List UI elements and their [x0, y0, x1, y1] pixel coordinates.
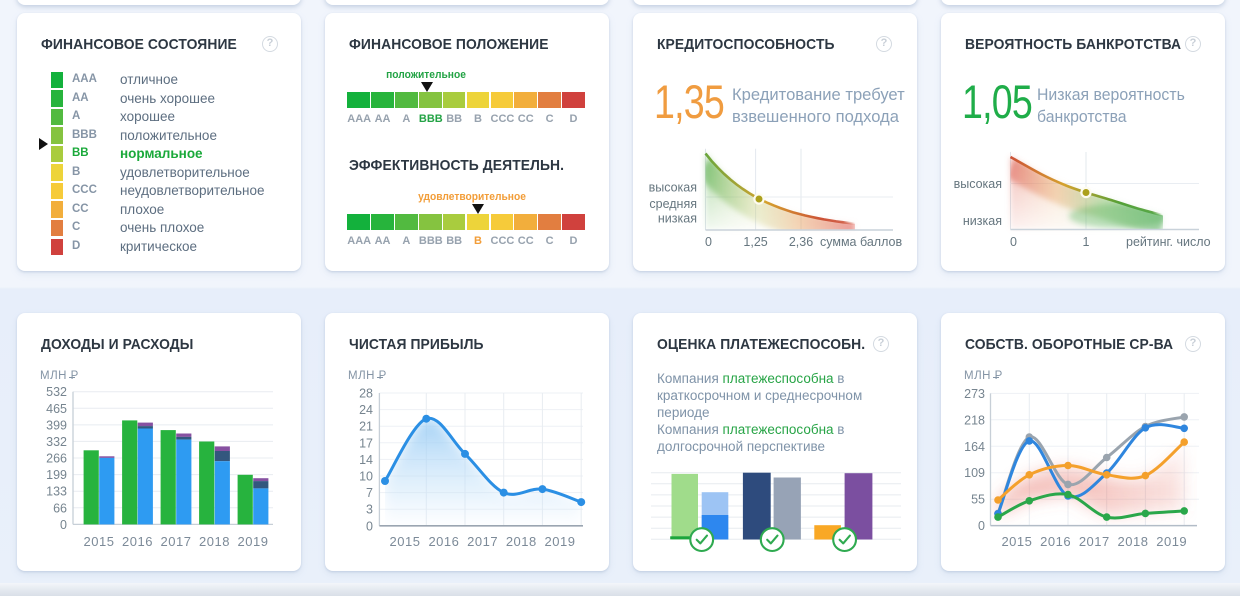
svg-text:218: 218 — [964, 413, 985, 427]
svg-text:273: 273 — [964, 387, 985, 401]
svg-text:высокая: высокая — [954, 177, 1002, 191]
svg-text:3: 3 — [366, 503, 373, 517]
svg-text:2017: 2017 — [467, 534, 498, 549]
svg-text:10: 10 — [359, 470, 373, 484]
svg-text:0: 0 — [705, 235, 712, 249]
svg-text:2018: 2018 — [1118, 534, 1149, 549]
svg-text:332: 332 — [46, 435, 67, 449]
svg-text:низкая: низкая — [658, 212, 697, 226]
svg-text:1,25: 1,25 — [743, 235, 767, 249]
svg-text:2018: 2018 — [199, 534, 230, 549]
svg-text:2019: 2019 — [1156, 534, 1187, 549]
svg-text:высокая: высокая — [649, 181, 697, 195]
svg-text:рейтинг. число: рейтинг. число — [1126, 235, 1211, 249]
svg-text:2017: 2017 — [161, 534, 192, 549]
svg-text:низкая: низкая — [963, 214, 1002, 228]
svg-text:7: 7 — [366, 486, 373, 500]
svg-text:2015: 2015 — [390, 534, 421, 549]
svg-text:сумма баллов: сумма баллов — [820, 235, 902, 249]
svg-text:2,36: 2,36 — [789, 235, 813, 249]
svg-text:2016: 2016 — [122, 534, 153, 549]
svg-text:17: 17 — [359, 436, 373, 450]
svg-text:0: 0 — [978, 519, 985, 533]
svg-text:266: 266 — [46, 452, 67, 466]
svg-text:0: 0 — [60, 518, 67, 532]
svg-text:2018: 2018 — [506, 534, 537, 549]
svg-text:2017: 2017 — [1079, 534, 1110, 549]
svg-text:2016: 2016 — [428, 534, 459, 549]
svg-text:0: 0 — [366, 519, 373, 533]
svg-text:199: 199 — [46, 468, 67, 482]
svg-text:133: 133 — [46, 485, 67, 499]
svg-text:14: 14 — [359, 453, 373, 467]
svg-text:164: 164 — [964, 440, 985, 454]
svg-text:28: 28 — [359, 387, 373, 401]
svg-text:средняя: средняя — [649, 197, 697, 211]
svg-text:2016: 2016 — [1040, 534, 1071, 549]
svg-text:2019: 2019 — [545, 534, 576, 549]
svg-text:55: 55 — [971, 493, 985, 507]
svg-text:399: 399 — [46, 418, 67, 432]
svg-text:532: 532 — [46, 385, 67, 399]
svg-text:109: 109 — [964, 466, 985, 480]
svg-text:0: 0 — [1010, 235, 1017, 249]
svg-text:24: 24 — [359, 403, 373, 417]
svg-text:21: 21 — [359, 420, 373, 434]
svg-text:2019: 2019 — [238, 534, 269, 549]
svg-text:465: 465 — [46, 402, 67, 416]
svg-text:2015: 2015 — [1001, 534, 1032, 549]
svg-text:1: 1 — [1083, 235, 1090, 249]
svg-text:2015: 2015 — [84, 534, 115, 549]
svg-text:66: 66 — [53, 501, 67, 515]
